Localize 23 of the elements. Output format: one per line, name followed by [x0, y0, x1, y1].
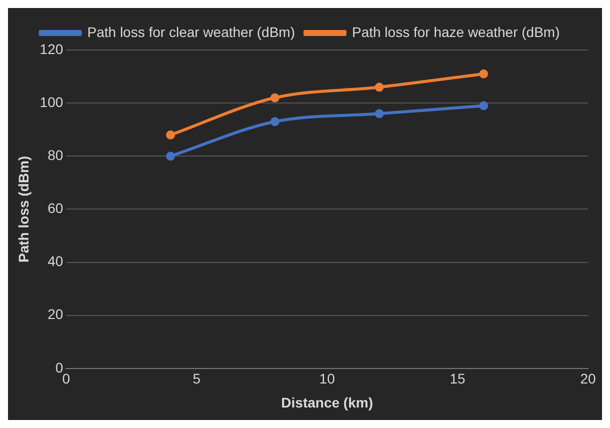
y-tick-label: 80 — [48, 146, 64, 163]
x-tick-label: 20 — [580, 370, 596, 387]
x-tick-label: 5 — [192, 370, 201, 387]
x-axis-title: Distance (km) — [281, 394, 373, 410]
legend-label: Path loss for clear weather (dBm) — [87, 24, 295, 40]
y-tick-label: 60 — [48, 200, 64, 216]
point — [479, 69, 488, 78]
point — [270, 93, 280, 102]
y-axis-title: Path loss (dBm) — [15, 156, 32, 262]
point — [374, 109, 384, 118]
y-tick-label: 100 — [40, 94, 64, 110]
x-tick-label: 15 — [450, 370, 466, 387]
point — [479, 101, 488, 110]
legend-label: Path loss for haze weather (dBm) — [352, 24, 560, 40]
y-tick-label: 120 — [40, 40, 64, 57]
y-tick-label: 40 — [48, 253, 64, 270]
point — [166, 152, 176, 161]
point — [270, 117, 280, 126]
y-tick-label: 0 — [55, 359, 64, 376]
x-tick-label: 10 — [319, 370, 336, 387]
y-tick-label: 20 — [48, 306, 64, 322]
point — [374, 82, 384, 92]
point — [166, 130, 176, 140]
